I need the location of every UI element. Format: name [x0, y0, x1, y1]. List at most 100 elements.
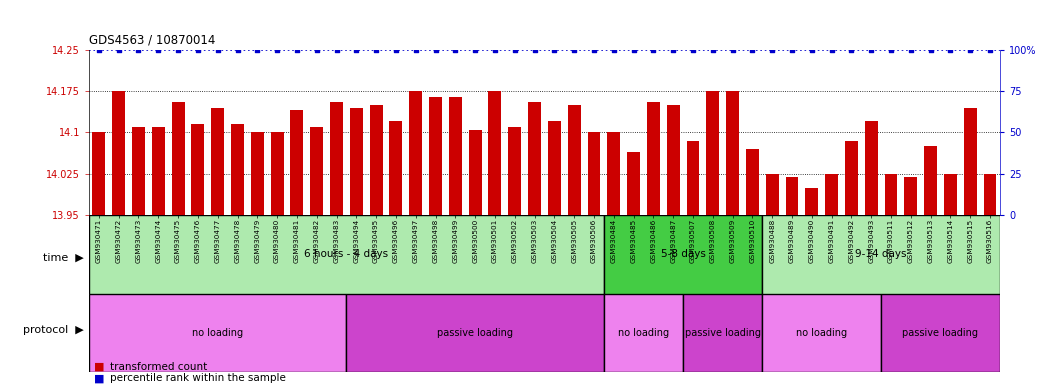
- Point: [110, 47, 127, 53]
- Point: [605, 47, 622, 53]
- Bar: [251, 132, 264, 215]
- Bar: [805, 187, 818, 215]
- Bar: [290, 111, 304, 215]
- Bar: [449, 97, 462, 215]
- Bar: [271, 132, 284, 215]
- Bar: [370, 105, 382, 215]
- Text: percentile rank within the sample: percentile rank within the sample: [110, 373, 286, 383]
- Point: [803, 47, 820, 53]
- Bar: [231, 124, 244, 215]
- Point: [783, 47, 800, 53]
- Point: [150, 47, 166, 53]
- Point: [209, 47, 226, 53]
- Bar: [687, 141, 699, 215]
- Text: 9-14 days: 9-14 days: [855, 249, 907, 260]
- Point: [487, 47, 504, 53]
- Point: [764, 47, 781, 53]
- Text: transformed count: transformed count: [110, 362, 207, 372]
- Point: [387, 47, 404, 53]
- Bar: [330, 102, 343, 215]
- Bar: [882, 294, 1000, 372]
- Point: [725, 47, 741, 53]
- Bar: [745, 149, 759, 215]
- Bar: [508, 127, 521, 215]
- Bar: [765, 174, 779, 215]
- Bar: [469, 130, 482, 215]
- Bar: [548, 121, 561, 215]
- Bar: [707, 91, 719, 215]
- Point: [427, 47, 444, 53]
- Bar: [727, 91, 739, 215]
- Bar: [627, 152, 640, 215]
- Point: [744, 47, 761, 53]
- Point: [863, 47, 879, 53]
- Point: [308, 47, 325, 53]
- Point: [685, 47, 701, 53]
- Point: [447, 47, 464, 53]
- Bar: [607, 132, 620, 215]
- Bar: [865, 121, 877, 215]
- Bar: [825, 174, 838, 215]
- Point: [190, 47, 206, 53]
- Point: [249, 47, 266, 53]
- Text: passive loading: passive loading: [685, 328, 761, 338]
- Point: [407, 47, 424, 53]
- Point: [348, 47, 364, 53]
- Bar: [944, 174, 957, 215]
- Bar: [192, 124, 204, 215]
- Bar: [667, 105, 680, 215]
- Bar: [89, 215, 604, 294]
- Point: [903, 47, 919, 53]
- Bar: [347, 294, 604, 372]
- Point: [90, 47, 107, 53]
- Point: [843, 47, 860, 53]
- Bar: [489, 91, 502, 215]
- Bar: [567, 105, 581, 215]
- Point: [705, 47, 721, 53]
- Text: no loading: no loading: [618, 328, 669, 338]
- Bar: [762, 294, 882, 372]
- Text: ■: ■: [94, 373, 105, 383]
- Bar: [963, 108, 977, 215]
- Bar: [389, 121, 402, 215]
- Point: [883, 47, 899, 53]
- Point: [922, 47, 939, 53]
- Text: passive loading: passive loading: [903, 328, 979, 338]
- Point: [565, 47, 582, 53]
- Bar: [925, 146, 937, 215]
- Text: 5-8 days: 5-8 days: [661, 249, 706, 260]
- Point: [289, 47, 306, 53]
- Bar: [983, 174, 997, 215]
- Bar: [172, 102, 184, 215]
- Point: [645, 47, 662, 53]
- Text: ■: ■: [94, 362, 105, 372]
- Bar: [92, 132, 106, 215]
- Point: [130, 47, 147, 53]
- Bar: [409, 91, 422, 215]
- Bar: [604, 294, 683, 372]
- Point: [942, 47, 959, 53]
- Text: no loading: no loading: [796, 328, 847, 338]
- Bar: [132, 127, 144, 215]
- Point: [328, 47, 344, 53]
- Point: [507, 47, 524, 53]
- Text: no loading: no loading: [193, 328, 243, 338]
- Point: [962, 47, 979, 53]
- Bar: [587, 132, 600, 215]
- Bar: [310, 127, 324, 215]
- Text: GDS4563 / 10870014: GDS4563 / 10870014: [89, 33, 216, 46]
- Point: [229, 47, 246, 53]
- Text: passive loading: passive loading: [438, 328, 513, 338]
- Bar: [604, 215, 762, 294]
- Bar: [905, 177, 917, 215]
- Bar: [152, 127, 164, 215]
- Bar: [89, 294, 347, 372]
- Bar: [429, 97, 442, 215]
- Bar: [683, 294, 762, 372]
- Point: [545, 47, 562, 53]
- Text: time  ▶: time ▶: [43, 252, 84, 262]
- Text: protocol  ▶: protocol ▶: [23, 325, 84, 335]
- Bar: [211, 108, 224, 215]
- Bar: [845, 141, 857, 215]
- Point: [625, 47, 642, 53]
